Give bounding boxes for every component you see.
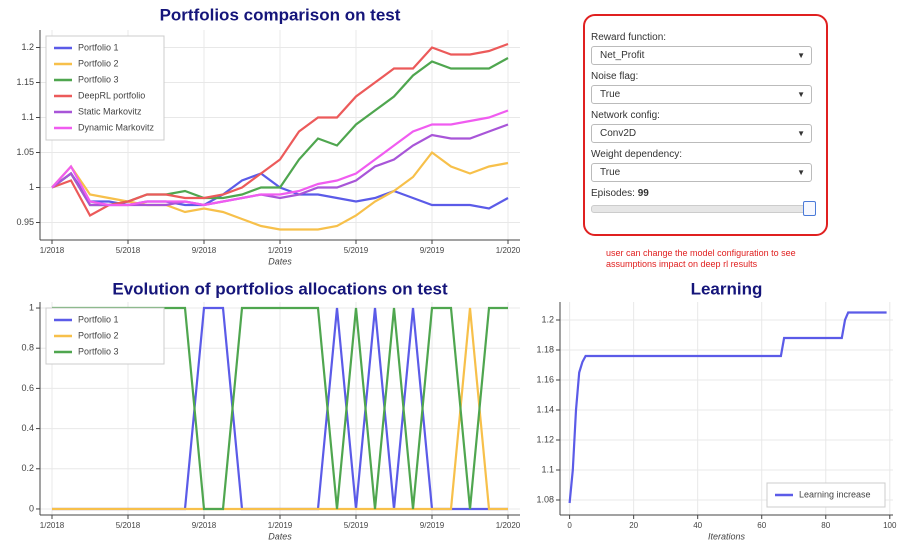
field-label: Network config: (591, 110, 660, 121)
select-value: Net_Profit (600, 50, 645, 61)
legend-label: Dynamic Markovitz (78, 122, 155, 132)
y-tick-label: 0.6 (21, 383, 34, 393)
legend-label: Portfolio 2 (78, 330, 119, 340)
y-tick-label: 1 (29, 182, 34, 192)
x-tick-label: 60 (757, 521, 766, 530)
legend-box (45, 35, 165, 141)
slider-title: Episodes: 99 (591, 188, 812, 199)
legend-label: Portfolio 3 (78, 74, 119, 84)
chart-title: Evolution of portfolios allocations on t… (112, 279, 448, 298)
config-panel: Reward function: Net_Profit ▼ Noise flag:… (583, 14, 828, 236)
y-tick-label: 1.1 (541, 464, 554, 474)
legend-label: Portfolio 1 (78, 42, 119, 52)
slider-value: 99 (637, 188, 649, 199)
x-tick-label: 1/2018 (40, 521, 65, 530)
y-tick-label: 0 (29, 503, 34, 513)
select-value: True (600, 89, 621, 100)
legend-label: Portfolio 3 (78, 346, 119, 356)
x-axis-label: Dates (268, 256, 292, 266)
legend-label: Portfolio 2 (78, 58, 119, 68)
slider[interactable] (591, 201, 816, 216)
x-tick-label: 1/2018 (40, 246, 65, 255)
x-tick-label: 100 (883, 521, 897, 530)
field-label: Noise flag: (591, 71, 639, 82)
series-line (51, 42, 509, 217)
chart-title: Portfolios comparison on test (160, 5, 401, 24)
x-tick-label: 40 (693, 521, 702, 530)
y-tick-label: 1.2 (21, 42, 34, 52)
x-tick-label: 5/2018 (116, 521, 141, 530)
legend-label: DeepRL portfolio (78, 90, 145, 100)
select-value: Conv2D (600, 128, 637, 139)
select[interactable]: True ▼ (591, 85, 812, 104)
select[interactable]: Conv2D ▼ (591, 124, 812, 143)
y-tick-label: 1.2 (541, 314, 554, 324)
y-tick-label: 0.4 (21, 423, 34, 433)
select-value: True (600, 167, 621, 178)
field-label: Reward function: (591, 32, 667, 43)
slider-handle[interactable] (803, 201, 816, 216)
y-tick-label: 1.16 (536, 374, 554, 384)
legend-label: Learning increase (799, 489, 871, 499)
x-tick-label: 5/2019 (344, 246, 369, 255)
y-tick-label: 1.14 (536, 404, 554, 414)
x-tick-label: 1/2019 (268, 521, 293, 530)
y-tick-label: 1.15 (16, 77, 34, 87)
x-tick-label: 20 (629, 521, 638, 530)
y-tick-label: 0.2 (21, 463, 34, 473)
y-tick-label: 1.05 (16, 147, 34, 157)
x-axis-label: Dates (268, 531, 292, 541)
y-tick-label: 1 (29, 302, 34, 312)
x-tick-label: 80 (821, 521, 830, 530)
legend-label: Static Markovitz (78, 106, 142, 116)
y-tick-label: 1.1 (21, 112, 34, 122)
x-tick-label: 5/2019 (344, 521, 369, 530)
x-tick-label: 5/2018 (116, 246, 141, 255)
x-tick-label: 1/2020 (496, 246, 521, 255)
legend-label: Portfolio 1 (78, 314, 119, 324)
series-line (52, 307, 508, 511)
x-tick-label: 9/2019 (420, 246, 445, 255)
x-axis-label: Iterations (708, 531, 746, 541)
y-tick-label: 1.12 (536, 434, 554, 444)
field-label: Weight dependency: (591, 149, 682, 160)
select[interactable]: True ▼ (591, 163, 812, 182)
y-tick-label: 0.95 (16, 217, 34, 227)
select[interactable]: Net_Profit ▼ (591, 46, 812, 65)
y-tick-label: 0.8 (21, 343, 34, 353)
x-tick-label: 9/2018 (192, 521, 217, 530)
series-line (51, 109, 509, 207)
y-tick-label: 1.08 (536, 494, 554, 504)
x-tick-label: 1/2019 (268, 246, 293, 255)
x-tick-label: 9/2019 (420, 521, 445, 530)
slider-label: Episodes: (591, 188, 635, 199)
x-tick-label: 1/2020 (496, 521, 521, 530)
x-tick-label: 9/2018 (192, 246, 217, 255)
y-tick-label: 1.18 (536, 344, 554, 354)
note: user can change the model configuration … (606, 248, 796, 269)
chart-title: Learning (691, 279, 763, 298)
x-tick-label: 0 (567, 521, 572, 530)
series-line (568, 311, 887, 504)
